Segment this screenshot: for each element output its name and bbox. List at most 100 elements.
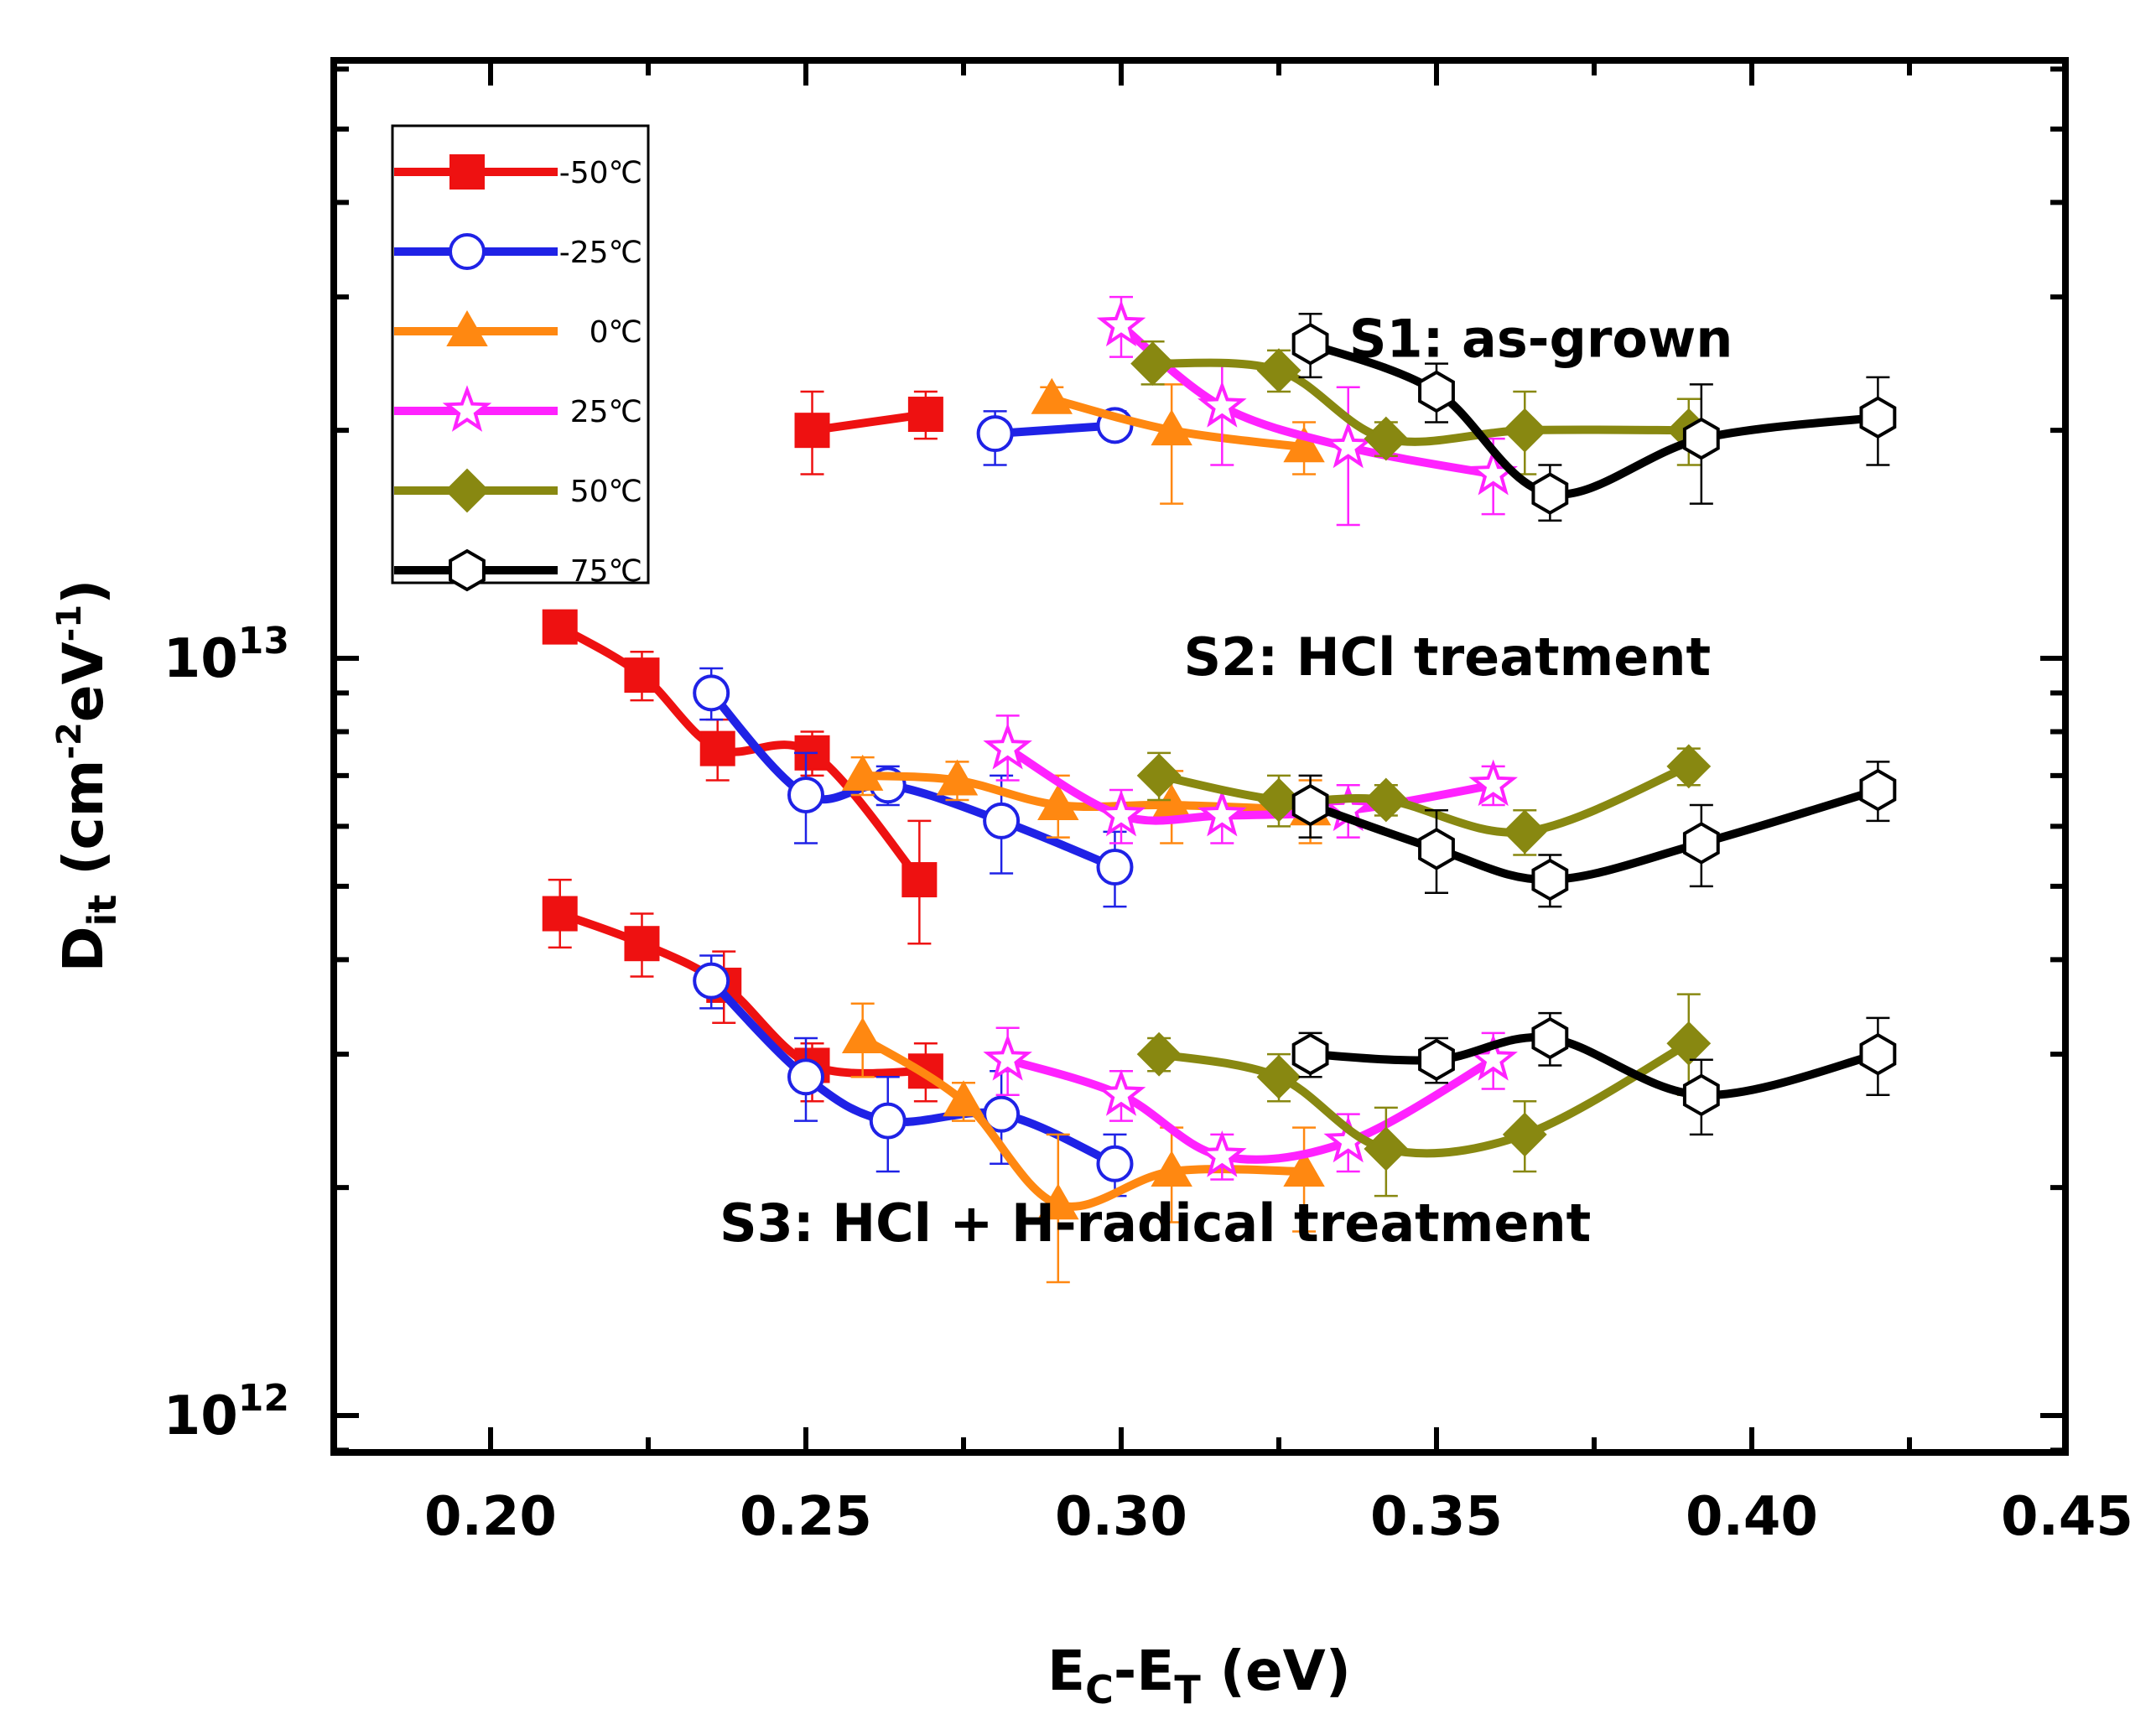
data-point bbox=[869, 1102, 907, 1140]
data-point bbox=[542, 609, 578, 645]
legend-marker bbox=[442, 385, 492, 432]
group-3 bbox=[542, 878, 1897, 1284]
data-point bbox=[1531, 858, 1569, 901]
data-point bbox=[1666, 1021, 1712, 1066]
y-tick-exponent: 13 bbox=[238, 620, 289, 662]
data-point bbox=[1291, 783, 1329, 827]
data-point bbox=[1502, 1112, 1547, 1157]
data-point bbox=[1037, 1183, 1079, 1220]
data-point bbox=[943, 1080, 984, 1117]
data-point bbox=[1531, 472, 1569, 515]
data-point bbox=[901, 862, 938, 898]
data-point bbox=[1682, 417, 1720, 460]
group-2 bbox=[542, 609, 1897, 945]
data-point bbox=[1130, 341, 1176, 386]
legend-box bbox=[391, 124, 650, 584]
data-point bbox=[907, 397, 943, 433]
data-point bbox=[1136, 753, 1182, 798]
data-point bbox=[1682, 1073, 1720, 1117]
data-point bbox=[1031, 377, 1073, 414]
y-tick-base: 10 bbox=[164, 628, 238, 690]
x-tick-label: 0.45 bbox=[2001, 1486, 2133, 1548]
data-point bbox=[1502, 809, 1547, 855]
data-point bbox=[693, 674, 730, 712]
data-point bbox=[1283, 1151, 1325, 1187]
data-point bbox=[1418, 370, 1455, 413]
data-point bbox=[1283, 426, 1325, 463]
data-point bbox=[1197, 381, 1247, 428]
annotation-label: S3: HCl + H-radical treatment bbox=[720, 1192, 1591, 1254]
data-point bbox=[983, 1095, 1021, 1133]
data-point bbox=[1418, 828, 1455, 870]
data-point bbox=[1256, 1054, 1301, 1099]
data-point bbox=[1531, 1016, 1569, 1060]
data-point bbox=[1291, 1032, 1329, 1076]
data-point bbox=[841, 1017, 884, 1054]
legend-label: 0℃ bbox=[590, 315, 642, 350]
data-point bbox=[787, 776, 824, 813]
legend-marker bbox=[446, 309, 488, 346]
data-point bbox=[1037, 784, 1079, 821]
data-point bbox=[1096, 848, 1134, 886]
annotation-label: S1: as-grown bbox=[1349, 309, 1733, 370]
legend-label: -50℃ bbox=[559, 156, 642, 190]
y-tick-label: 1013 bbox=[164, 620, 289, 690]
data-point bbox=[983, 722, 1032, 770]
series-layer bbox=[542, 295, 1897, 1284]
data-point bbox=[1682, 822, 1720, 865]
data-point bbox=[542, 896, 578, 932]
data-point bbox=[1256, 348, 1301, 393]
data-point bbox=[1418, 1038, 1455, 1082]
data-point bbox=[983, 802, 1021, 839]
data-point bbox=[936, 759, 979, 796]
data-point bbox=[699, 730, 735, 766]
data-point bbox=[787, 1058, 824, 1096]
data-point bbox=[1364, 1126, 1409, 1172]
legend-marker bbox=[444, 468, 490, 513]
legend-label: 75℃ bbox=[570, 554, 642, 589]
data-point bbox=[1468, 759, 1518, 807]
data-point bbox=[983, 1033, 1032, 1081]
legend-marker bbox=[449, 233, 486, 270]
data-point bbox=[1096, 299, 1146, 347]
legend-marker bbox=[449, 154, 485, 190]
plot-frame bbox=[330, 57, 2069, 1456]
y-axis-title: Dit (cm-2eV-1) bbox=[50, 579, 125, 973]
group-1 bbox=[794, 295, 1897, 527]
data-point bbox=[1096, 789, 1146, 837]
data-point bbox=[1136, 1031, 1182, 1077]
data-point bbox=[1151, 1151, 1192, 1187]
x-tick-label: 0.40 bbox=[1686, 1486, 1818, 1548]
annotation-layer: S1: as-grown S2: HCl treatment S3: HCl + H… bbox=[720, 309, 1733, 1254]
data-point bbox=[976, 415, 1014, 453]
data-point bbox=[624, 657, 660, 694]
data-point bbox=[1291, 322, 1329, 366]
y-tick-label: 1012 bbox=[164, 1377, 289, 1447]
annotation-label: S2: HCl treatment bbox=[1184, 626, 1712, 688]
x-tick-label: 0.25 bbox=[740, 1486, 872, 1548]
x-tick-label: 0.35 bbox=[1370, 1486, 1503, 1548]
legend-label: -25℃ bbox=[559, 236, 642, 270]
data-point bbox=[1364, 777, 1409, 823]
y-tick-base: 10 bbox=[164, 1385, 238, 1447]
data-point bbox=[794, 413, 830, 449]
y-tick-exponent: 12 bbox=[238, 1377, 289, 1420]
x-tick-label: 0.20 bbox=[424, 1486, 557, 1548]
data-point bbox=[841, 754, 884, 791]
legend-marker bbox=[449, 548, 486, 592]
data-point bbox=[1197, 789, 1247, 837]
data-point bbox=[1096, 1069, 1146, 1116]
data-point bbox=[1859, 1032, 1897, 1076]
data-point bbox=[1151, 409, 1192, 446]
data-point bbox=[1256, 777, 1301, 823]
legend: -50℃ -25℃ 0℃ 25℃ 50℃ 75℃ bbox=[391, 124, 650, 592]
legend-label: 25℃ bbox=[570, 395, 642, 429]
data-point bbox=[1096, 1145, 1134, 1182]
data-point bbox=[1323, 421, 1373, 469]
data-point bbox=[1666, 744, 1712, 789]
data-point bbox=[624, 926, 660, 962]
data-point bbox=[1859, 768, 1897, 812]
